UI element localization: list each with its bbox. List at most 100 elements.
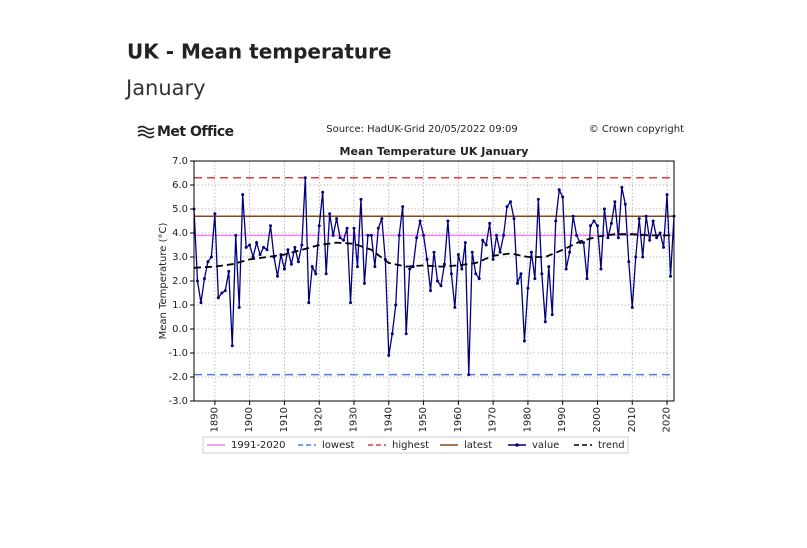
value-point [484,243,488,247]
value-point [195,279,199,283]
value-point [328,212,332,216]
value-point [202,277,206,281]
value-point [644,214,648,218]
value-point [241,193,245,197]
value-point [658,231,662,235]
value-point [213,212,217,216]
value-point [655,236,659,240]
value-point [498,250,502,254]
value-point [265,248,269,252]
value-point [651,219,655,223]
value-point [275,274,279,278]
copyright: © Crown copyright [589,124,684,135]
value-point [582,241,586,245]
x-tick-label: 1920 [314,407,325,432]
value-point [456,253,460,257]
value-point [366,233,370,237]
value-point [335,217,339,221]
legend-label: trend [598,440,625,451]
value-point [477,277,481,281]
value-point [223,289,227,293]
value-point [300,243,304,247]
value-point [481,238,485,242]
x-tick-label: 1990 [557,407,568,432]
value-point [453,305,457,309]
value-point [435,279,439,283]
value-point [227,269,231,273]
value-point [199,301,203,305]
value-point [415,236,419,240]
value-point [258,253,262,257]
logo-icon [137,125,155,139]
x-tick-label: 1890 [209,407,220,432]
value-point [505,205,509,209]
x-tick-label: 1970 [488,407,499,432]
y-tick-label: 4.0 [172,228,188,239]
x-tick-label: 2010 [627,407,638,432]
value-point [289,262,293,266]
value-point [352,226,356,230]
value-point [432,250,436,254]
value-point [282,267,286,271]
value-point [408,267,412,271]
value-point [248,243,252,247]
value-point [613,200,617,204]
value-point [359,197,363,201]
value-point [209,255,213,259]
value-point [269,224,273,228]
value-point [637,217,641,221]
value-point [474,272,478,276]
legend-label: lowest [322,440,354,451]
value-point [206,260,210,264]
value-point [463,241,467,245]
value-point [536,197,540,201]
value-point [512,217,516,221]
value-point [641,255,645,259]
x-tick-label: 2000 [592,407,603,432]
value-point [522,339,526,343]
value-point [599,267,603,271]
value-point [602,207,606,211]
value-point [422,233,426,237]
legend-box [202,436,629,454]
value-point [529,250,533,254]
value-point [620,185,624,189]
value-point [418,219,422,223]
y-tick-label: 2.0 [172,276,188,287]
value-point [540,272,544,276]
value-point [592,219,596,223]
y-tick-label: -2.0 [168,372,188,383]
value-point [460,267,464,271]
value-point [665,193,669,197]
value-point [331,233,335,237]
y-tick-label: 7.0 [172,156,188,167]
plot-area [194,161,674,401]
value-point [234,233,238,237]
value-point [616,236,620,240]
value-point [557,188,561,192]
y-tick-label: 3.0 [172,252,188,263]
value-point [575,233,579,237]
legend-label: latest [464,440,492,451]
x-tick-label: 1910 [279,407,290,432]
value-point [623,202,627,206]
x-tick-label: 1900 [244,407,255,432]
value-point [303,176,307,180]
value-point [404,332,408,336]
value-point [349,301,353,305]
value-point [627,260,631,264]
value-point [286,248,290,252]
value-point [564,267,568,271]
page-subtitle: January [124,76,206,100]
value-point [376,226,380,230]
value-point [251,255,255,259]
value-point [509,200,513,204]
y-tick-label: 0.0 [172,324,188,335]
x-tick-label: 2020 [662,407,673,432]
x-tick-label: 1950 [418,407,429,432]
value-point [380,217,384,221]
legend-label: value [532,440,559,451]
value-point [606,236,610,240]
value-point [470,250,474,254]
